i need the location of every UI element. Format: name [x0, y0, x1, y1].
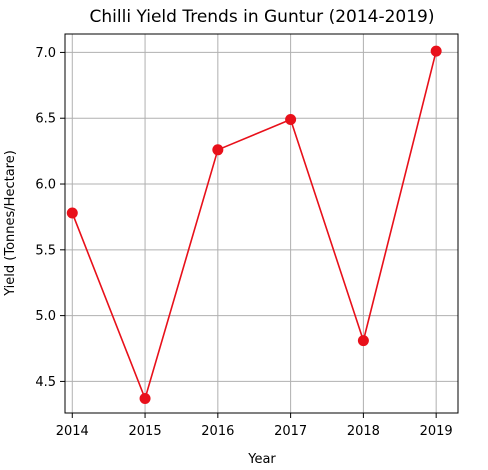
y-tick-label: 7.0: [35, 46, 56, 61]
grid: [65, 34, 458, 413]
y-tick-label: 6.0: [35, 178, 56, 193]
chart-title: Chilli Yield Trends in Guntur (2014-2019…: [90, 7, 435, 27]
data-point: [212, 144, 224, 156]
x-axis: 2014 2015 2016 2017 2018 2019: [56, 413, 453, 439]
data-point: [139, 393, 151, 405]
data-point: [285, 114, 297, 126]
plot-frame: [64, 33, 459, 414]
x-tick-label: 2015: [129, 424, 162, 439]
x-tick-label: 2017: [274, 424, 307, 439]
data-point: [66, 207, 78, 219]
data-point: [430, 45, 442, 57]
y-tick-label: 5.0: [35, 309, 56, 324]
x-tick-label: 2014: [56, 424, 89, 439]
x-tick-label: 2016: [201, 424, 234, 439]
y-tick-label: 5.5: [35, 243, 56, 258]
x-axis-label: Year: [247, 452, 276, 467]
y-tick-label: 4.5: [35, 375, 56, 390]
x-tick-label: 2018: [347, 424, 380, 439]
y-tick-label: 6.5: [35, 112, 56, 127]
series-layer: [66, 45, 442, 405]
series-line: [71, 50, 437, 400]
data-point: [357, 335, 369, 347]
y-axis: 4.5 5.0 5.5 6.0 6.5 7.0: [35, 46, 65, 390]
x-tick-label: 2019: [420, 424, 453, 439]
y-axis-label: Yield (Tonnes/Hectare): [3, 150, 18, 297]
